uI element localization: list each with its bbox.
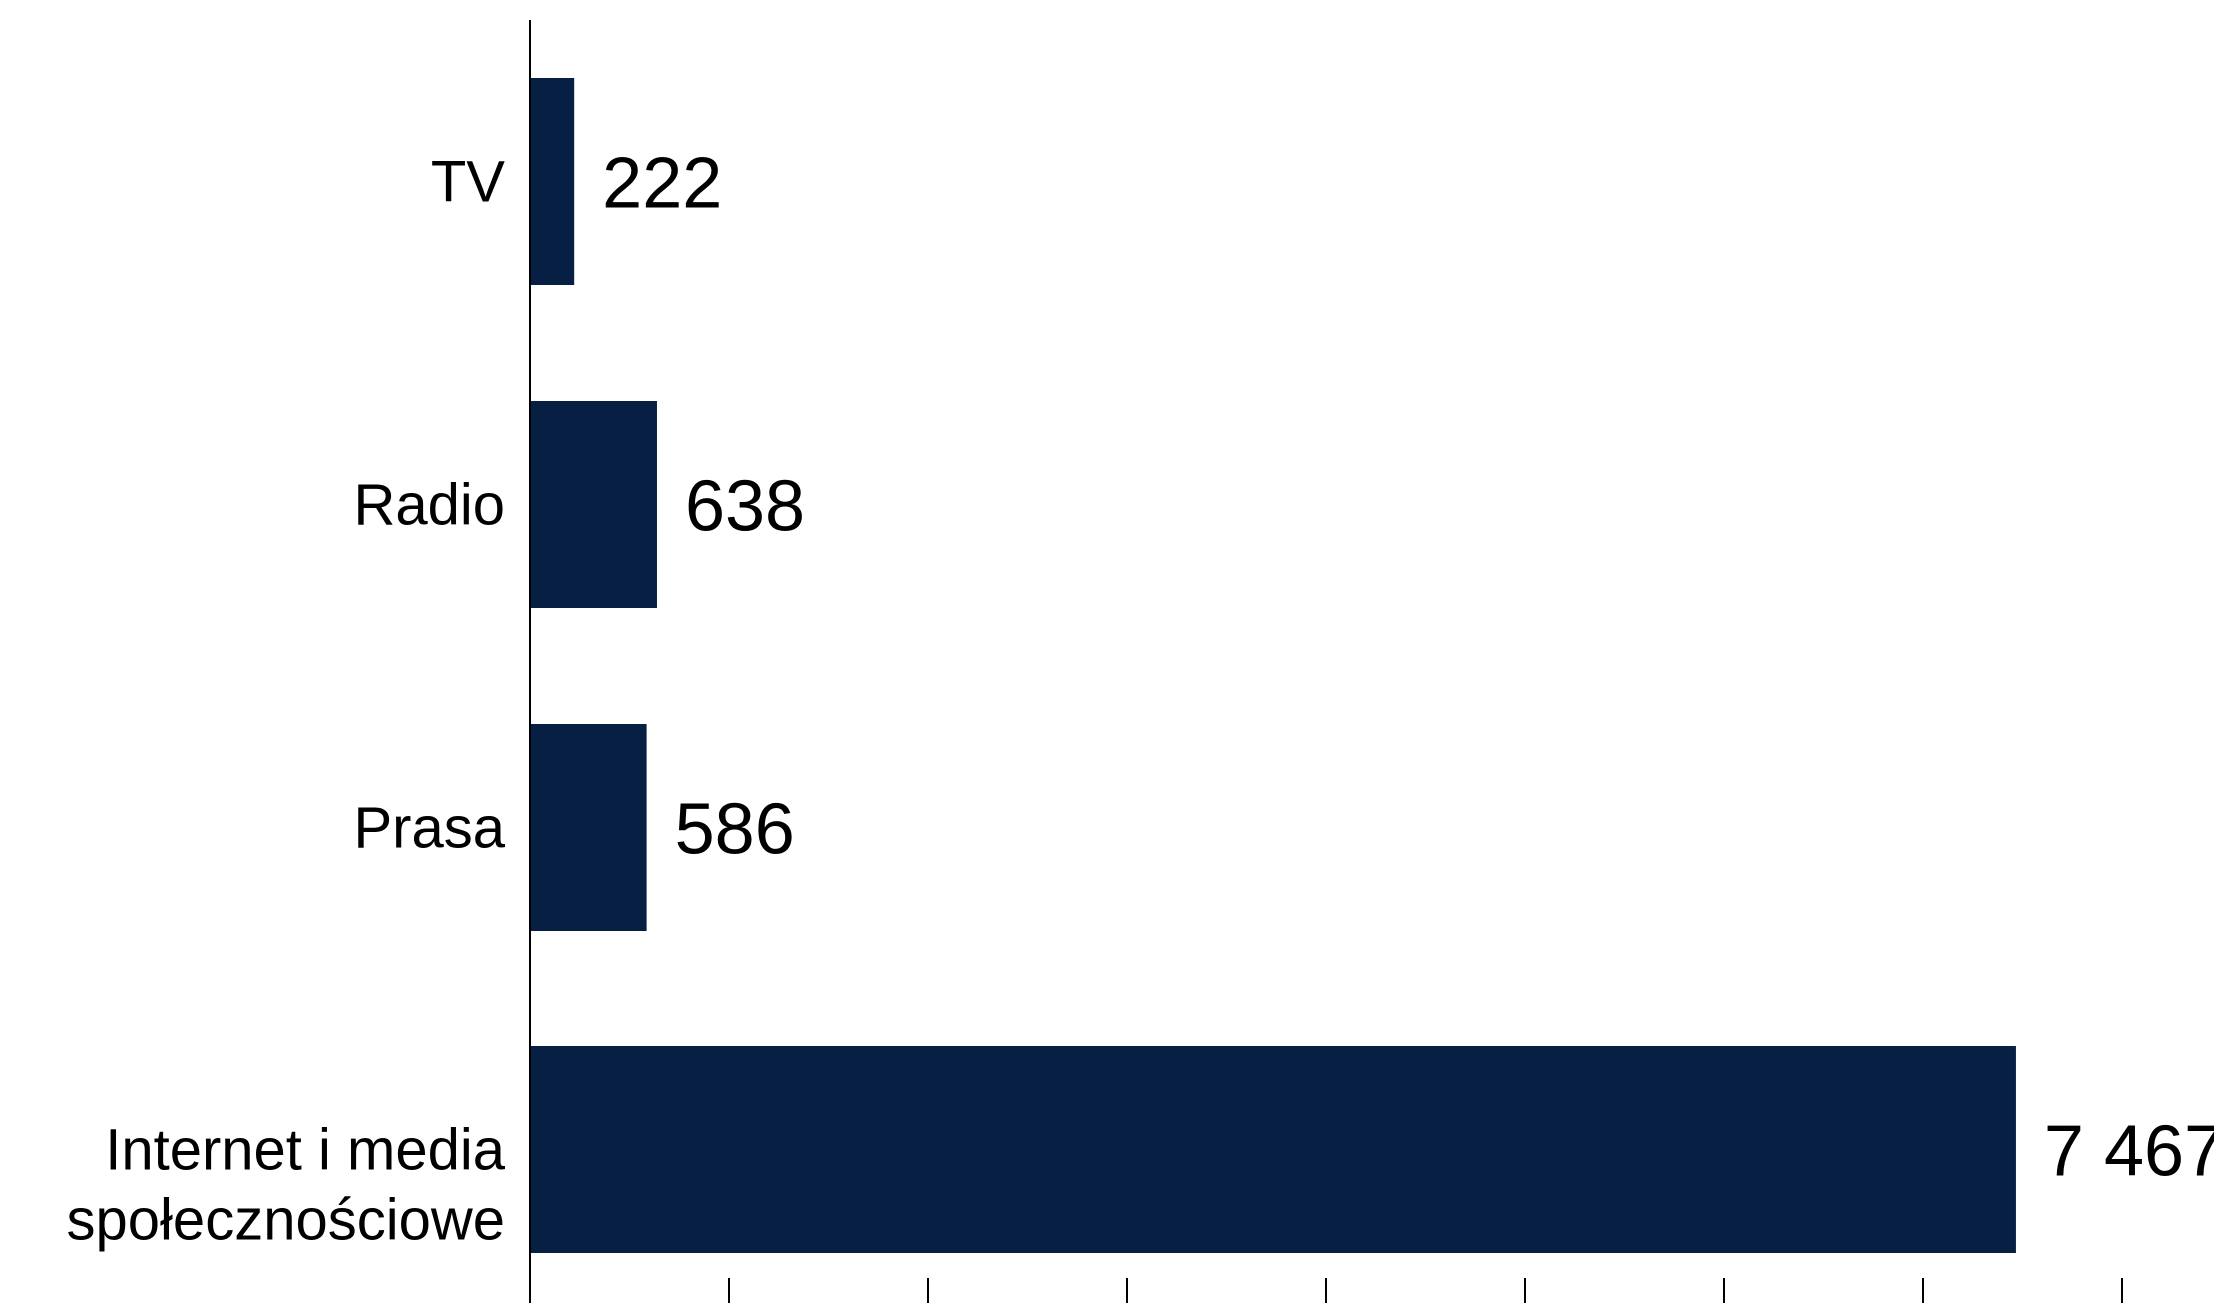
category-label-0: TV bbox=[431, 150, 505, 215]
bar-3 bbox=[530, 1046, 2016, 1253]
category-label-2: Prasa bbox=[353, 796, 505, 861]
category-label-1: Radio bbox=[353, 473, 505, 538]
bar-2 bbox=[530, 724, 647, 931]
axes-group bbox=[529, 20, 2123, 1303]
category-label-3-line-0: Internet i media bbox=[105, 1118, 506, 1183]
value-label-1: 638 bbox=[685, 467, 805, 547]
category-label-3-line-1: społecznościowe bbox=[67, 1188, 505, 1253]
bar-0 bbox=[530, 78, 575, 285]
value-label-2: 586 bbox=[675, 790, 795, 870]
bars-group bbox=[530, 78, 2016, 1253]
value-label-0: 222 bbox=[602, 144, 722, 224]
labels-group: 222 TV 638 Radio 586 Prasa 7 467 Internet i med… bbox=[67, 144, 2214, 1253]
value-label-3: 7 467 bbox=[2044, 1112, 2214, 1192]
bar-1 bbox=[530, 401, 657, 608]
